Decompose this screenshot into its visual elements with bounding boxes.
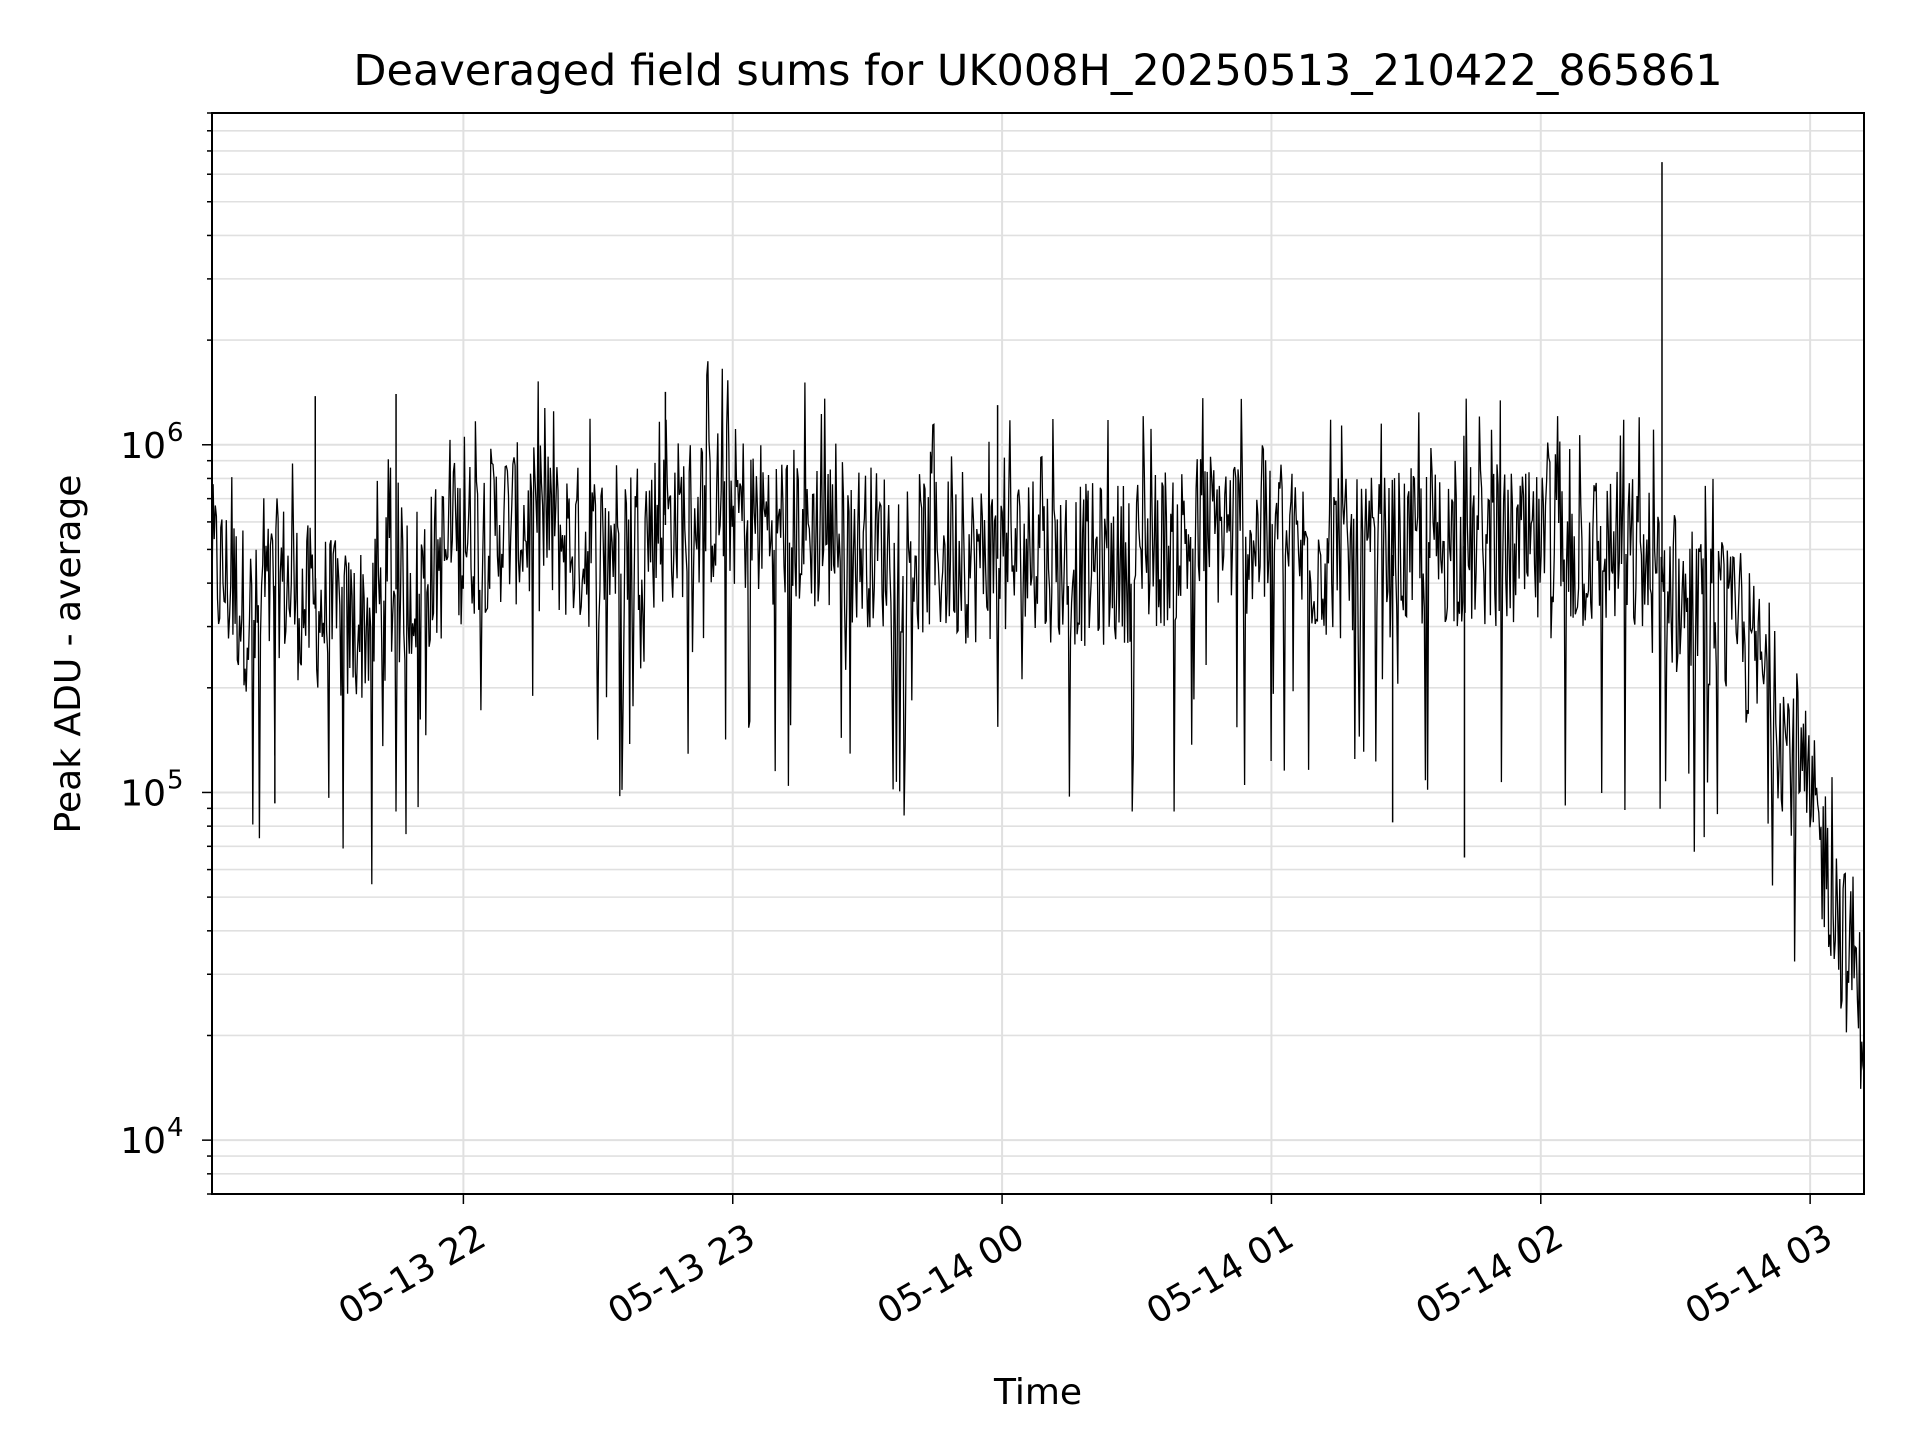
y-tick-label: 10 4 — [120, 1113, 183, 1162]
plot-area-frame — [211, 112, 1865, 1195]
series-layer — [211, 162, 1865, 1089]
y-tick-exponent: 4 — [167, 1113, 184, 1143]
y-tick-label: 10 6 — [120, 418, 183, 467]
y-tick-label: 10 5 — [120, 765, 183, 814]
x-axis-label: Time — [993, 1372, 1082, 1413]
y-tick-exponent: 5 — [167, 765, 184, 795]
chart-title: Deaveraged field sums for UK008H_2025051… — [353, 46, 1722, 96]
y-tick-base: 10 — [120, 1121, 166, 1162]
y-axis-label: Peak ADU - average — [48, 475, 89, 834]
y-tick-base: 10 — [120, 773, 166, 814]
y-tick-exponent: 6 — [167, 418, 184, 448]
y-tick-base: 10 — [120, 426, 166, 467]
series-line — [211, 361, 1865, 1089]
